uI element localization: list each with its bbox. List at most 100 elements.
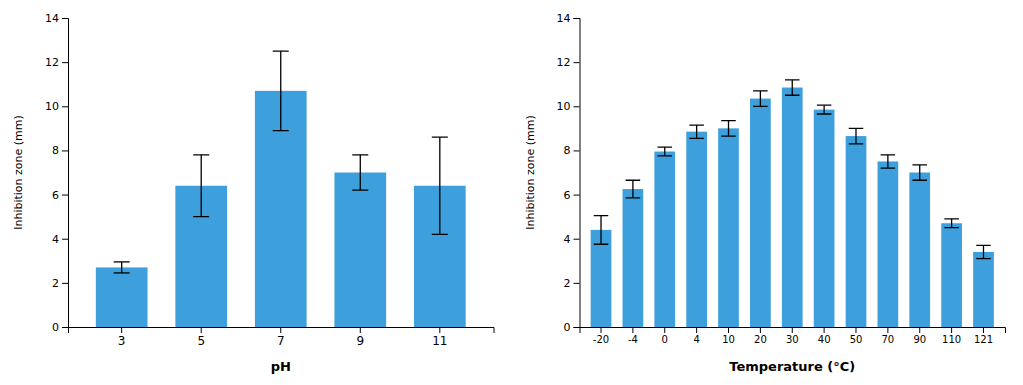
y-tick-label: 10 bbox=[45, 100, 59, 113]
bar bbox=[782, 88, 803, 327]
y-tick: 4 bbox=[564, 233, 580, 246]
y-tick-mark bbox=[62, 18, 68, 19]
error-bar-cap bbox=[432, 137, 448, 138]
x-tick: 9 bbox=[356, 327, 364, 348]
error-bar-cap bbox=[976, 258, 991, 259]
x-tick-label: 30 bbox=[786, 334, 799, 345]
x-tick-label: 121 bbox=[974, 334, 993, 345]
error-bar-cap bbox=[658, 155, 673, 156]
y-tick: 6 bbox=[564, 189, 580, 202]
x-axis: 357911 bbox=[69, 327, 495, 348]
error-bar bbox=[976, 245, 991, 258]
error-bar bbox=[881, 155, 896, 168]
x-tick: 121 bbox=[974, 327, 993, 345]
error-bar bbox=[849, 128, 864, 143]
error-bar-cap bbox=[881, 167, 896, 168]
x-tick-label: 20 bbox=[754, 334, 767, 345]
error-bar bbox=[721, 121, 736, 136]
x-tick: 40 bbox=[818, 327, 831, 345]
error-bar bbox=[689, 125, 704, 138]
error-bar-cap bbox=[944, 218, 959, 219]
bar bbox=[96, 267, 148, 327]
y-tick-label: 6 bbox=[564, 189, 571, 202]
y-tick-label: 12 bbox=[45, 56, 59, 69]
error-bar-cap bbox=[432, 234, 448, 235]
y-tick: 2 bbox=[52, 277, 68, 290]
x-tick: 5 bbox=[197, 327, 205, 348]
y-tick: 12 bbox=[557, 56, 580, 69]
error-bar-stem bbox=[632, 180, 633, 198]
error-bar-cap bbox=[193, 216, 209, 217]
error-bar-stem bbox=[696, 125, 697, 138]
y-tick: 8 bbox=[52, 144, 68, 157]
bar bbox=[909, 173, 930, 328]
y-tick-label: 0 bbox=[564, 321, 571, 334]
x-tick-mark bbox=[601, 327, 602, 333]
y-tick-mark bbox=[62, 106, 68, 107]
bar bbox=[623, 189, 644, 327]
error-bar bbox=[658, 147, 673, 156]
x-tick-label: -4 bbox=[628, 334, 638, 345]
y-tick-label: 8 bbox=[564, 144, 571, 157]
error-bar bbox=[273, 51, 289, 130]
error-bar-cap bbox=[114, 272, 130, 273]
y-axis-title: Inhibition zone (mm) bbox=[524, 115, 537, 230]
x-tick-label: 50 bbox=[850, 334, 863, 345]
error-bar-cap bbox=[352, 154, 368, 155]
x-tick-label: 70 bbox=[882, 334, 895, 345]
bar bbox=[591, 230, 612, 327]
error-bar-cap bbox=[944, 227, 959, 228]
error-bar-stem bbox=[951, 219, 952, 228]
x-tick-mark bbox=[121, 327, 122, 333]
x-tick-mark bbox=[360, 327, 361, 333]
y-tick-label: 2 bbox=[564, 277, 571, 290]
plot-area bbox=[96, 51, 466, 327]
error-bar-cap bbox=[753, 106, 768, 107]
error-bar-cap bbox=[976, 245, 991, 246]
error-bar-stem bbox=[664, 147, 665, 156]
error-bar-cap bbox=[849, 143, 864, 144]
bar bbox=[941, 223, 962, 327]
x-tick-label: 4 bbox=[693, 334, 699, 345]
y-tick-label: 4 bbox=[52, 233, 59, 246]
error-bar-stem bbox=[823, 105, 824, 114]
x-tick: 4 bbox=[693, 327, 699, 345]
x-tick: 90 bbox=[913, 327, 926, 345]
x-tick: 3 bbox=[118, 327, 126, 348]
axis-domain bbox=[580, 328, 1006, 334]
y-tick: 4 bbox=[52, 233, 68, 246]
error-bar-stem bbox=[792, 80, 793, 95]
x-tick: 20 bbox=[754, 327, 767, 345]
y-tick-mark bbox=[574, 283, 580, 284]
x-tick-mark bbox=[792, 327, 793, 333]
y-axis: 02468101214 bbox=[45, 12, 69, 334]
error-bar-stem bbox=[728, 121, 729, 136]
chart-panel: 02468101214357911pHInhibition zone (mm) bbox=[12, 12, 494, 374]
axis-domain bbox=[69, 328, 495, 334]
x-tick-mark bbox=[696, 327, 697, 333]
bar bbox=[686, 132, 707, 327]
x-tick-mark bbox=[201, 327, 202, 333]
error-bar-cap bbox=[193, 154, 209, 155]
y-tick-mark bbox=[574, 62, 580, 63]
x-tick-mark bbox=[439, 327, 440, 333]
bar bbox=[334, 173, 386, 328]
y-tick: 8 bbox=[564, 144, 580, 157]
y-tick: 2 bbox=[564, 277, 580, 290]
x-tick-mark bbox=[983, 327, 984, 333]
y-tick: 14 bbox=[557, 12, 580, 25]
x-tick-mark bbox=[280, 327, 281, 333]
error-bar bbox=[817, 105, 832, 114]
error-bar-stem bbox=[360, 155, 361, 190]
error-bar-cap bbox=[352, 190, 368, 191]
x-tick-mark bbox=[632, 327, 633, 333]
x-tick-label: 10 bbox=[722, 334, 735, 345]
x-tick-label: 3 bbox=[118, 334, 126, 348]
y-tick-label: 12 bbox=[557, 56, 571, 69]
error-bar-cap bbox=[114, 261, 130, 262]
bar bbox=[846, 136, 867, 327]
error-bar-stem bbox=[439, 137, 440, 234]
x-tick-label: 110 bbox=[942, 334, 961, 345]
error-bar-cap bbox=[721, 120, 736, 121]
error-bar-stem bbox=[280, 51, 281, 130]
